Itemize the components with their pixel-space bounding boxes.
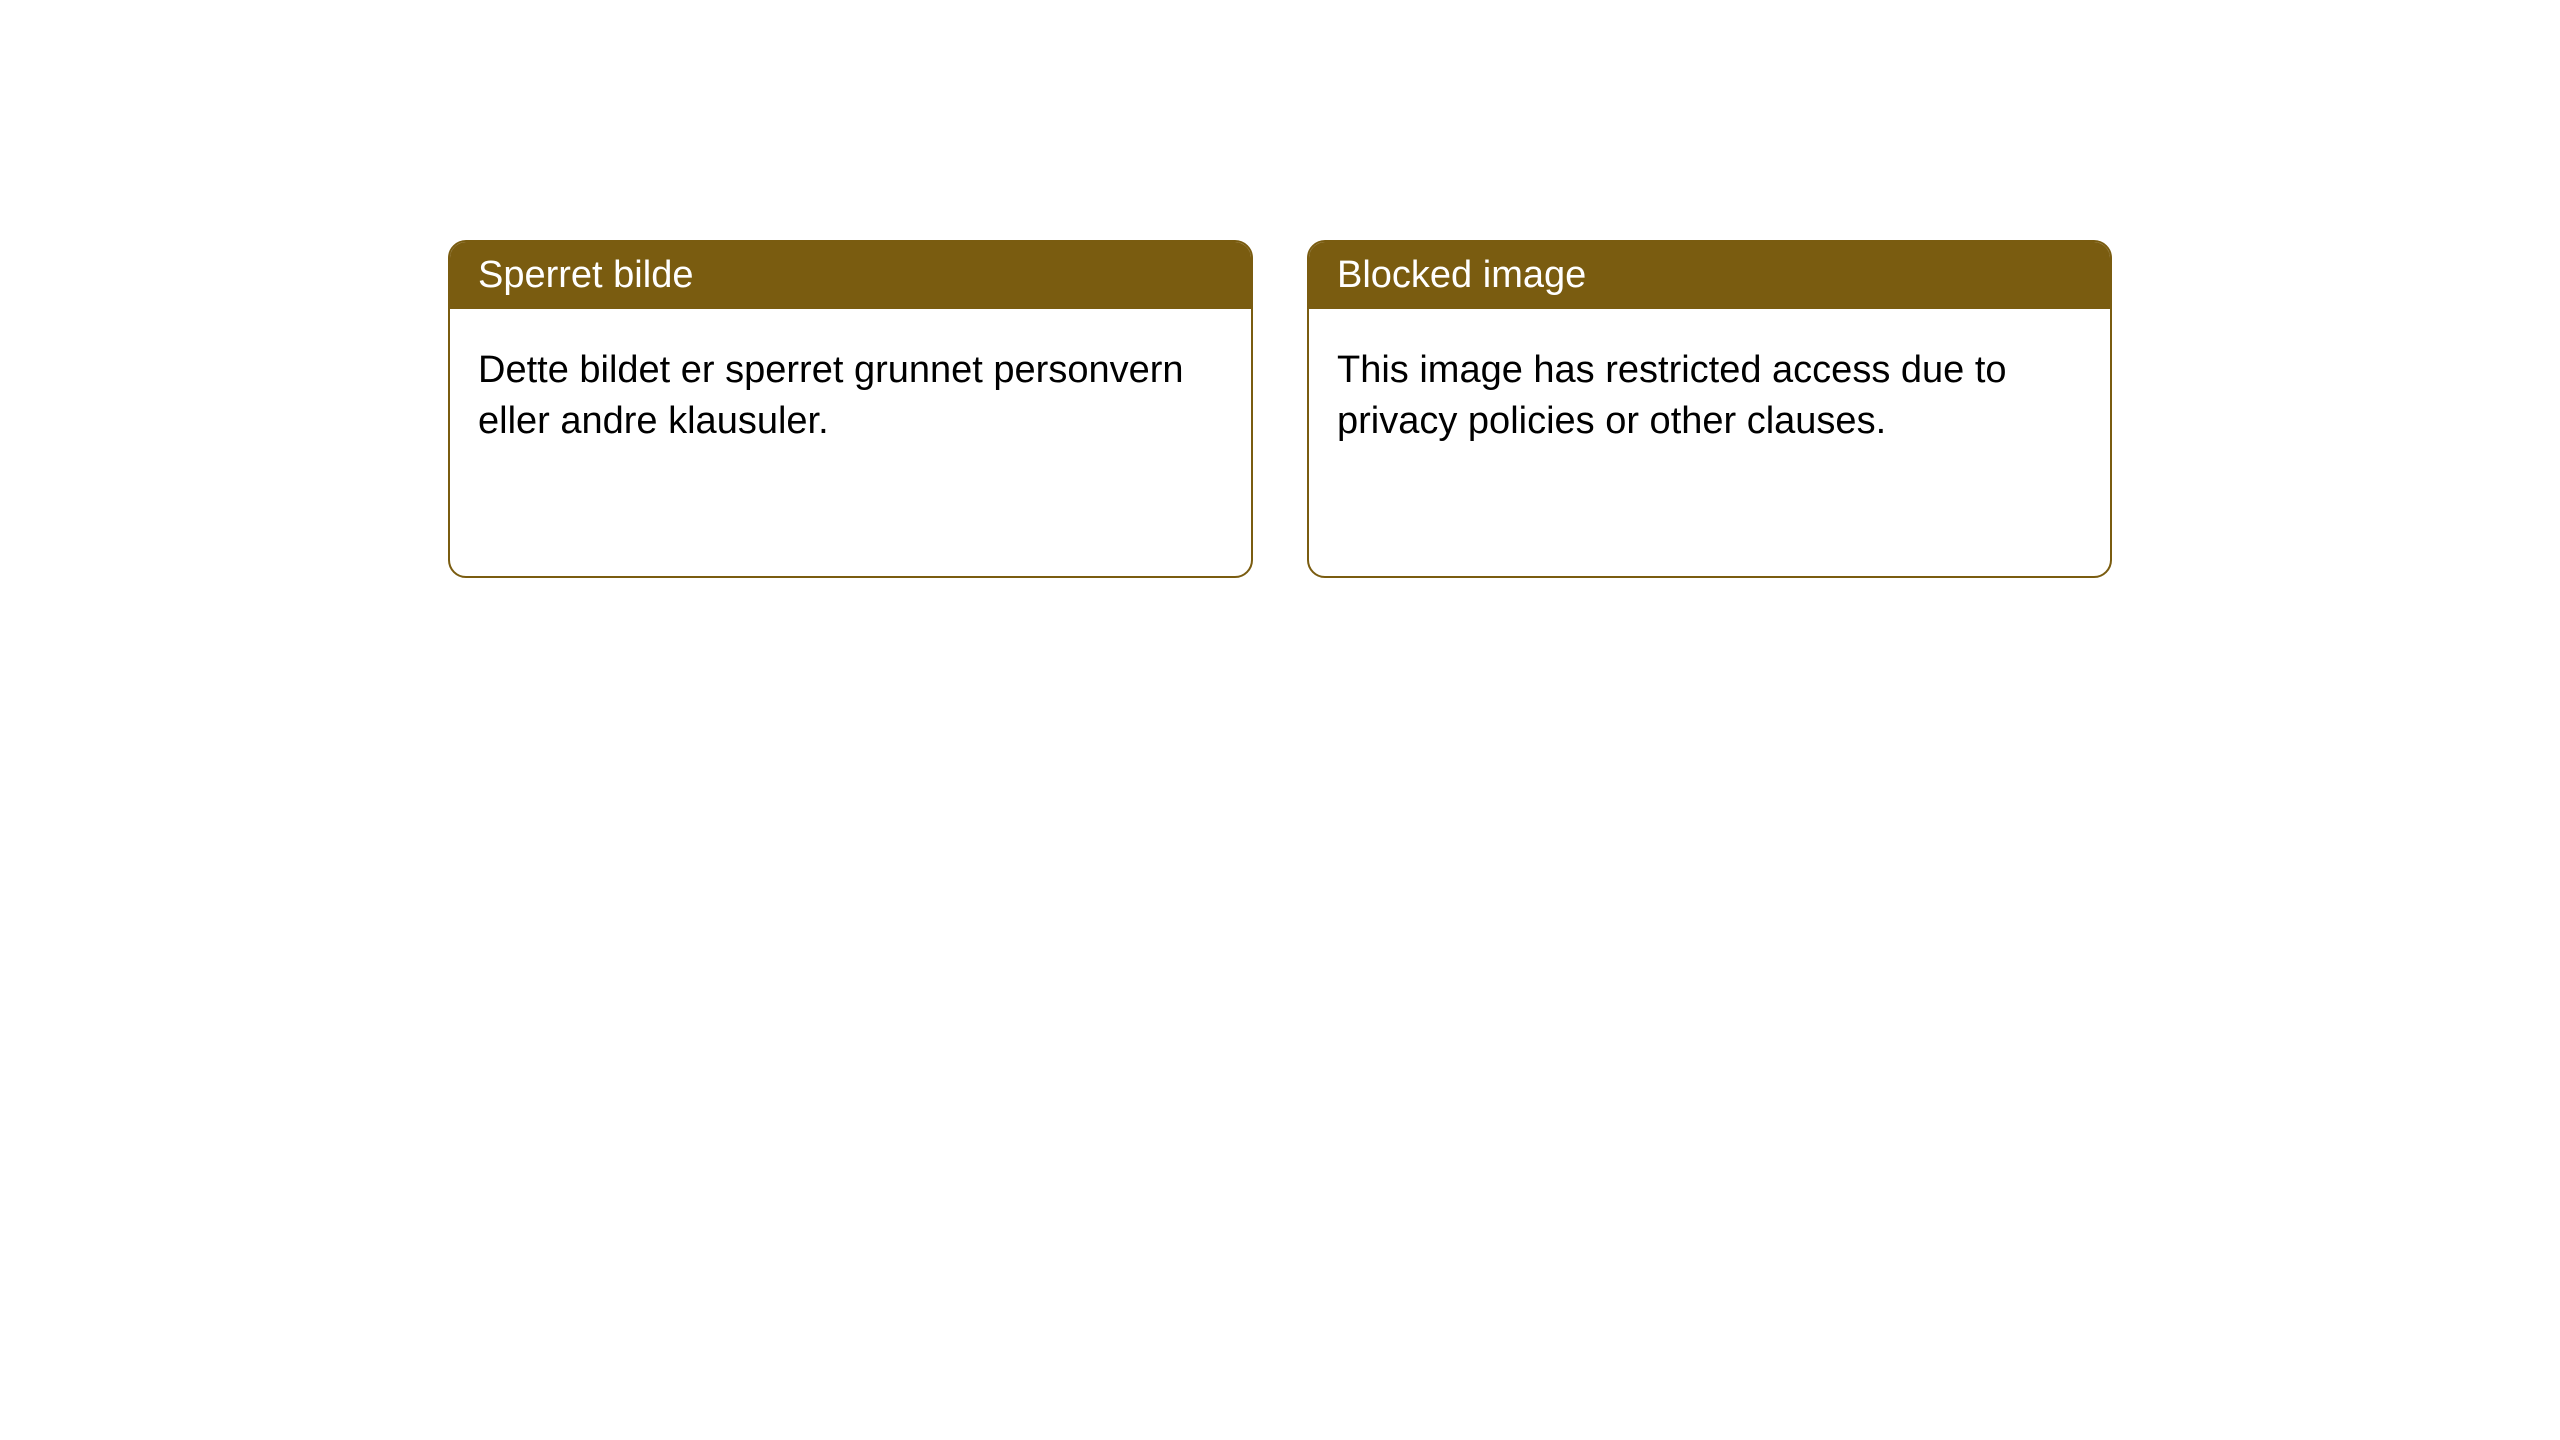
card-body: Dette bildet er sperret grunnet personve… (450, 309, 1251, 484)
card-body: This image has restricted access due to … (1309, 309, 2110, 484)
notice-card-english: Blocked image This image has restricted … (1307, 240, 2112, 578)
card-header: Blocked image (1309, 242, 2110, 309)
notice-container: Sperret bilde Dette bildet er sperret gr… (448, 240, 2112, 578)
notice-card-norwegian: Sperret bilde Dette bildet er sperret gr… (448, 240, 1253, 578)
card-header: Sperret bilde (450, 242, 1251, 309)
